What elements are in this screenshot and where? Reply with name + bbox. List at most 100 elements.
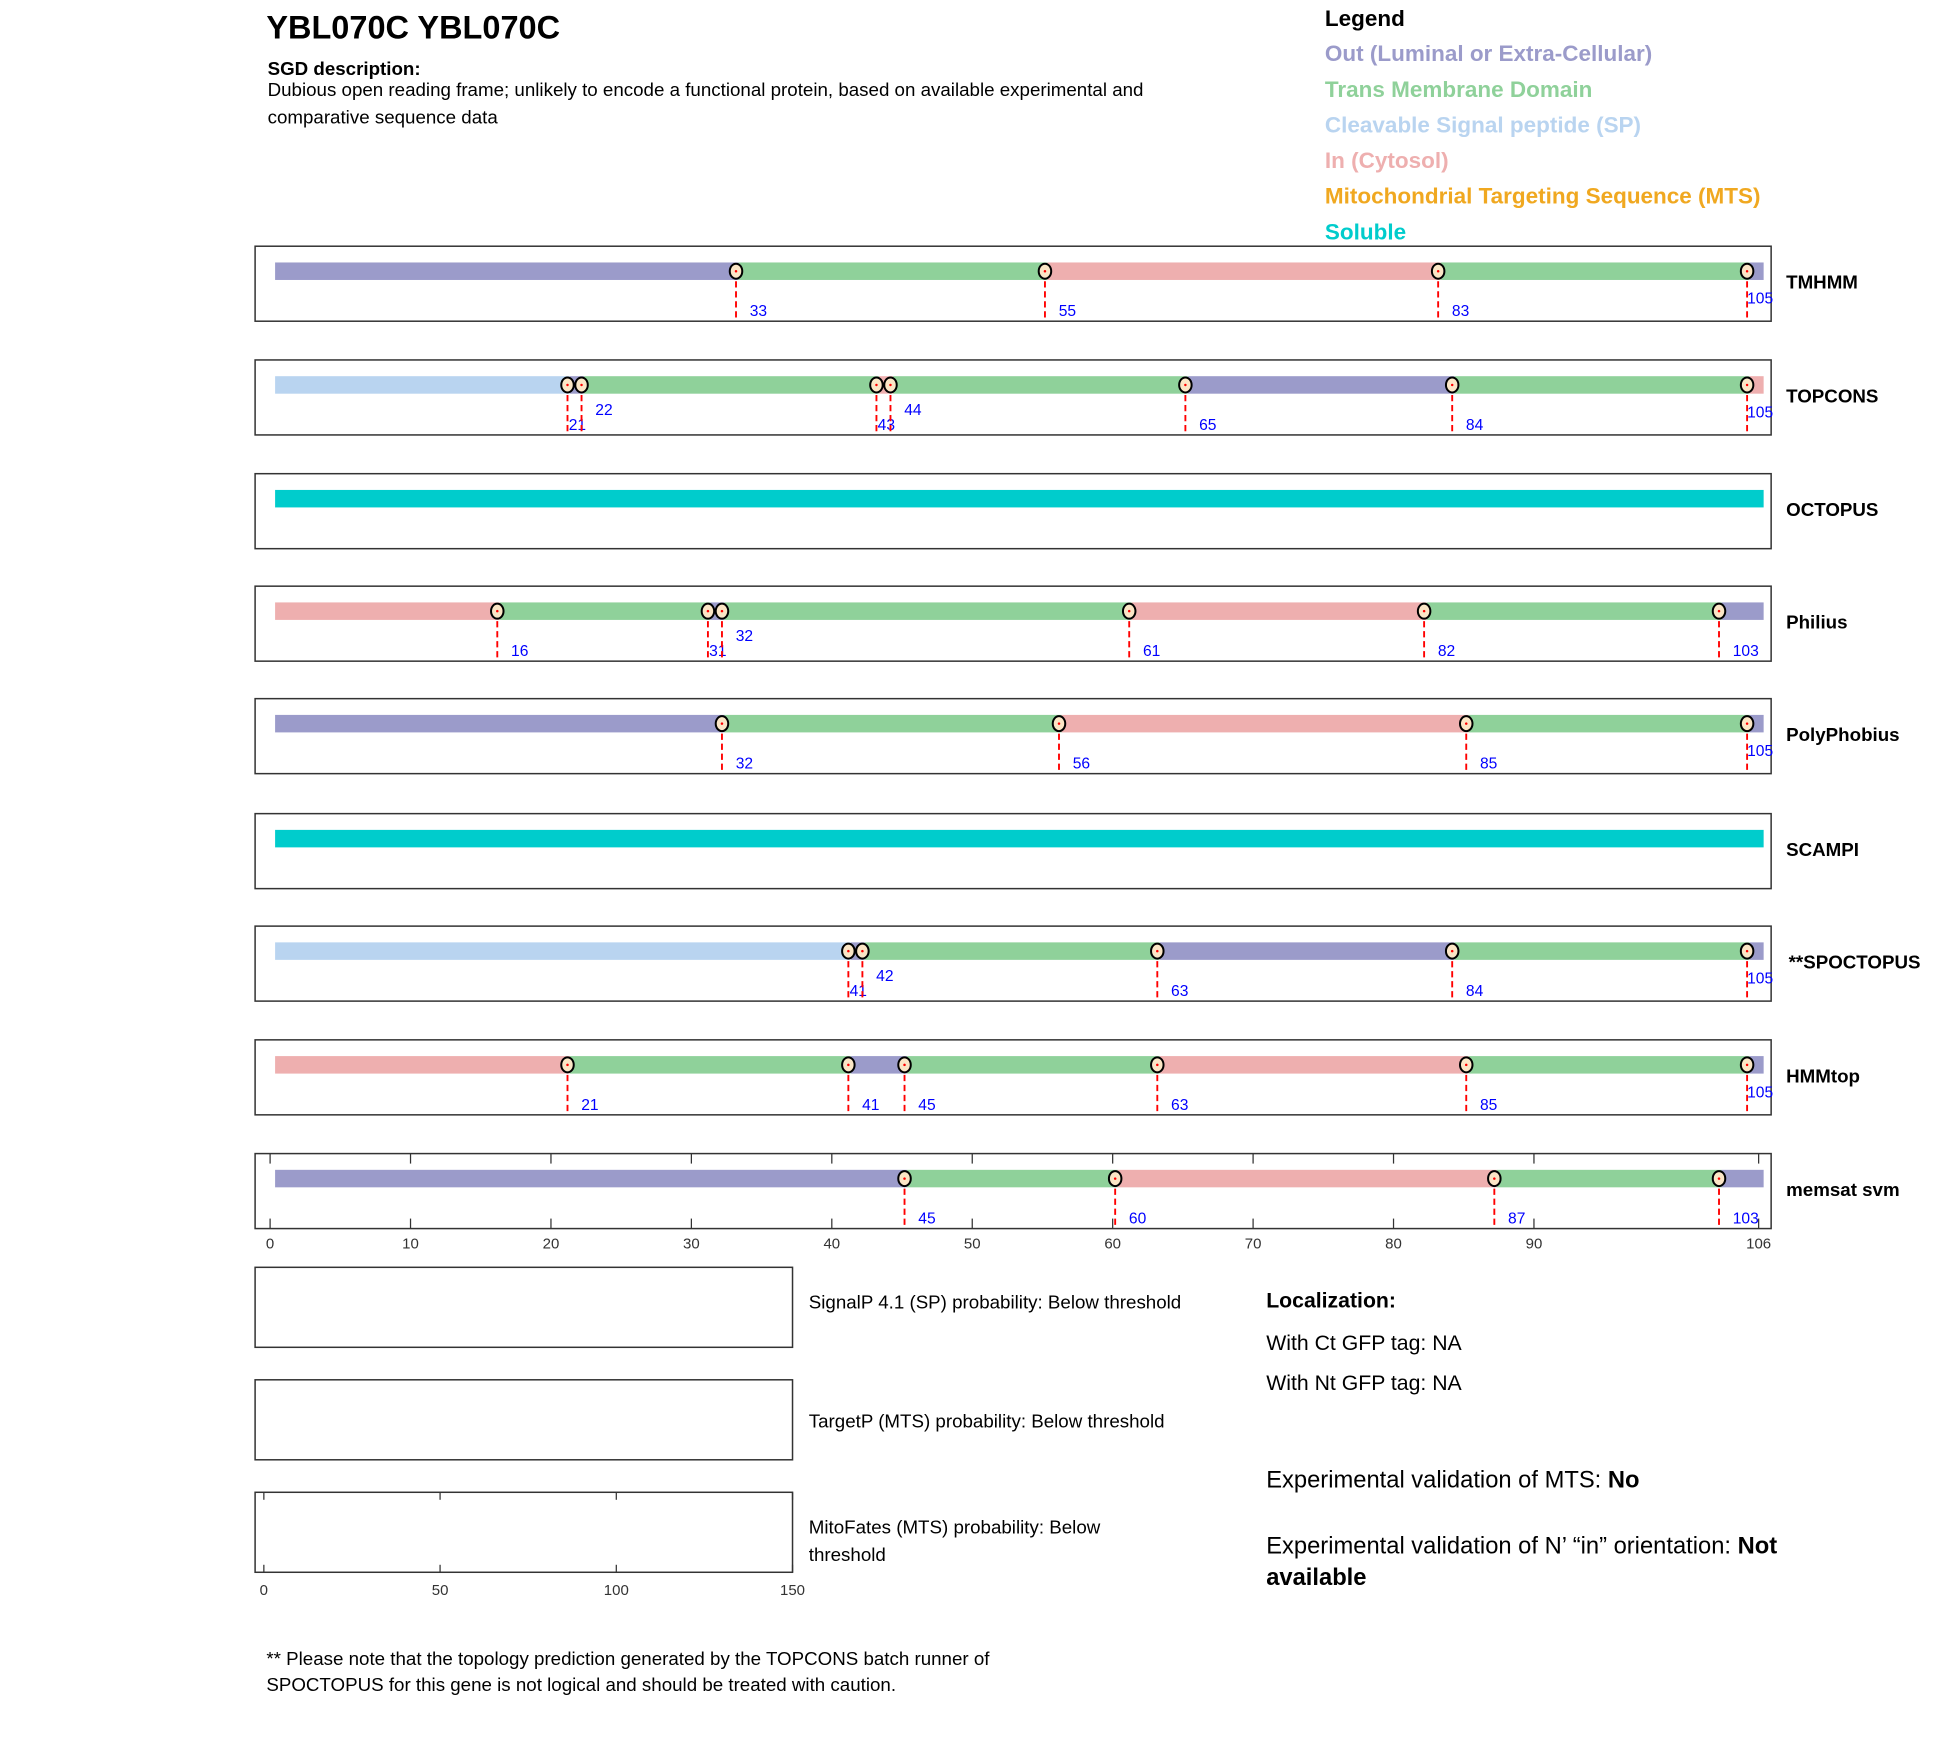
segment-sol (275, 489, 1764, 508)
boundary-label: 105 (1747, 1084, 1773, 1101)
segment-out (275, 262, 739, 280)
mts-validation-label: Experimental validation of MTS: (1266, 1467, 1608, 1493)
x-tick-label: 70 (1245, 1236, 1262, 1253)
marker-dot (847, 949, 850, 953)
x-tick-label: 30 (683, 1236, 700, 1253)
marker-dot (1745, 1063, 1749, 1067)
boundary-label: 44 (904, 402, 922, 419)
track-tmhmm: 33 55 83 105 TMHMM (254, 245, 1858, 322)
boundary-label: 63 (1171, 1097, 1188, 1114)
marker-dot (1422, 609, 1426, 613)
predictor-tracks: 33 55 83 105 TMHMM 21 22 43 44 65 84 105 TOPCONS OCTO… (254, 245, 1921, 1253)
marker-dot (1156, 1063, 1159, 1067)
boundary-label: 32 (736, 628, 753, 645)
prob-tick-label: 150 (780, 1582, 805, 1599)
marker-dot (580, 383, 583, 387)
track-polyphobius: 32 56 85 105 PolyPhobius (254, 697, 1900, 775)
mitofates-plot (254, 1491, 794, 1574)
boundary-label: 105 (1747, 404, 1773, 421)
boundary-label: 63 (1171, 983, 1188, 1000)
predictor-label: HMMtop (1786, 1065, 1860, 1086)
note-line-1: ** Please note that the topology predict… (266, 1648, 990, 1669)
segment-tm (584, 376, 879, 394)
marker-dot (1745, 383, 1749, 387)
segment-out (1721, 602, 1764, 620)
prob-tick-label: 50 (432, 1582, 449, 1599)
marker-dot (1127, 609, 1131, 613)
x-tick-label: 20 (543, 1236, 560, 1253)
segment-tm (907, 1056, 1160, 1074)
marker-dot (1436, 269, 1440, 273)
segment-tm (892, 376, 1188, 394)
segment-in (1047, 262, 1441, 280)
segment-in (1159, 1056, 1469, 1074)
boundary-label: 85 (1480, 1097, 1498, 1114)
orientation-validation-value-2: available (1266, 1565, 1366, 1591)
marker-dot (706, 609, 710, 613)
segment-out (850, 1056, 908, 1074)
boundary-label: 33 (750, 303, 767, 320)
track-frame (254, 697, 1772, 775)
x-tick-label: 90 (1526, 1236, 1543, 1253)
marker-dot (1156, 949, 1159, 953)
legend: Legend Out (Luminal or Extra-Cellular) Tr… (1325, 6, 1761, 244)
boundary-label: 105 (1747, 743, 1773, 760)
boundary-label: 41 (850, 983, 867, 1000)
predictor-label: **SPOCTOPUS (1789, 952, 1921, 973)
marker-dot (1057, 722, 1061, 725)
segment-tm (738, 262, 1048, 280)
boundary-label: 45 (918, 1211, 936, 1228)
segment-out (1721, 1169, 1764, 1188)
marker-dot (1493, 1177, 1496, 1180)
segment-in (275, 1056, 570, 1074)
marker-dot (1745, 949, 1749, 953)
boundary-label: 21 (569, 417, 586, 434)
predictor-label: TOPCONS (1786, 385, 1878, 406)
marker-dot (1450, 949, 1454, 953)
x-tick-label: 10 (402, 1236, 419, 1253)
x-tick-label: 60 (1104, 1236, 1121, 1253)
boundary-label: 21 (581, 1097, 598, 1114)
track-frame (254, 472, 1772, 550)
segment-tm (569, 1056, 851, 1074)
track-frame (254, 1039, 1772, 1116)
predictor-label: PolyPhobius (1786, 724, 1899, 745)
marker-dot (1717, 609, 1721, 613)
segment-in (1131, 602, 1427, 620)
orientation-validation: Experimental validation of N’ “in” orien… (1266, 1534, 1777, 1560)
marker-dot (889, 383, 892, 387)
marker-dot (1184, 383, 1187, 387)
marker-dot (903, 1177, 906, 1180)
boundary-label: 105 (1747, 971, 1773, 988)
boundary-label: 31 (709, 643, 726, 660)
ct-gfp-text: With Ct GFP tag: NA (1266, 1331, 1462, 1355)
signalp-text: SignalP 4.1 (SP) probability: Below thre… (809, 1292, 1181, 1313)
predictor-label: OCTOPUS (1786, 499, 1878, 520)
marker-dot (861, 949, 864, 953)
targetp-plot (254, 1379, 794, 1461)
localization-title: Localization: (1266, 1288, 1396, 1312)
segment-tm (499, 602, 711, 620)
track-frame (254, 925, 1772, 1002)
segment-tm (1454, 376, 1750, 394)
x-tick-label: 40 (823, 1236, 840, 1253)
mitofates-text-1: MitoFates (MTS) probability: Below (809, 1517, 1101, 1538)
segment-tm (1468, 714, 1750, 733)
track-octopus: OCTOPUS (254, 472, 1878, 550)
boundary-label: 82 (1438, 643, 1455, 660)
targetp-text: TargetP (MTS) probability: Below thresho… (809, 1410, 1165, 1431)
description-label: SGD description: (268, 58, 421, 79)
x-tick-label: 0 (266, 1236, 274, 1253)
orientation-validation-label: Experimental validation of N’ “in” orien… (1266, 1534, 1737, 1560)
segment-sp (275, 376, 570, 394)
boundary-label: 32 (736, 756, 753, 773)
track-philius: 16 31 32 61 82 103 Philius (254, 585, 1848, 662)
boundary-label: 16 (511, 643, 528, 660)
note-line-2: SPOCTOPUS for this gene is not logical a… (266, 1674, 896, 1695)
boundary-label: 103 (1733, 643, 1759, 660)
track-frame (254, 359, 1772, 436)
boundary-label: 84 (1466, 417, 1484, 434)
segment-out (1187, 376, 1455, 394)
prob-tick-label: 0 (260, 1582, 268, 1599)
marker-dot (720, 722, 724, 725)
